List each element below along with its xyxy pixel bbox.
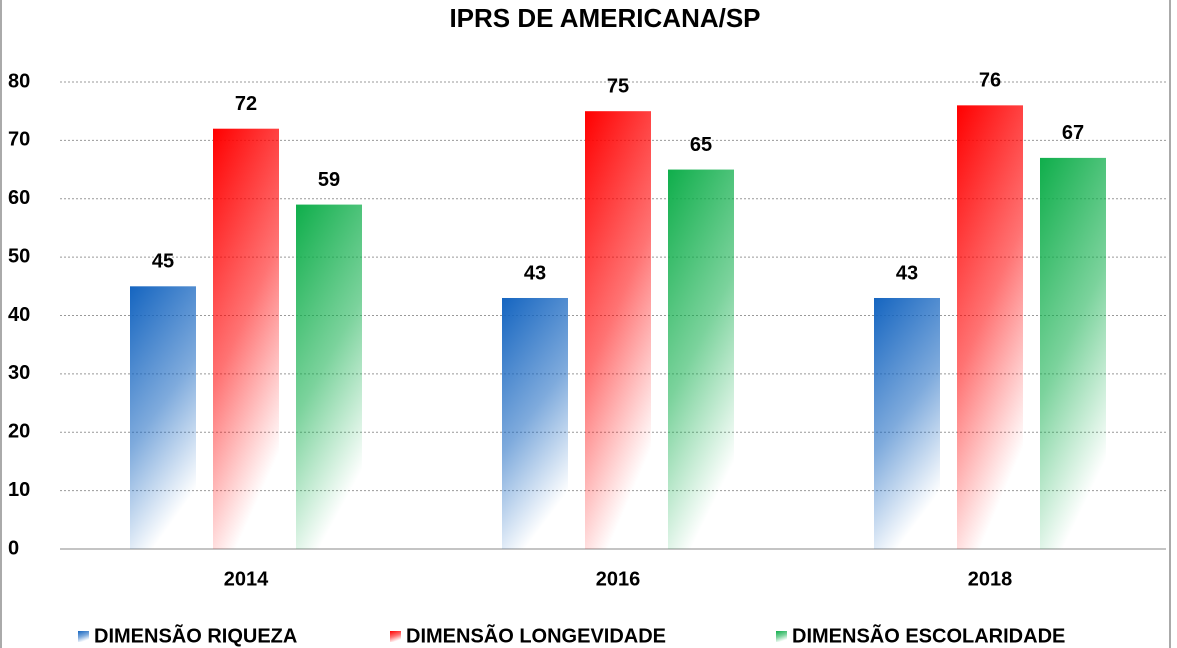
- legend-label: DIMENSÃO RIQUEZA: [94, 624, 297, 647]
- y-tick-label: 40: [8, 304, 30, 326]
- data-label: 43: [896, 262, 918, 284]
- y-tick-label: 50: [8, 245, 30, 267]
- bar: [957, 105, 1023, 549]
- data-label: 75: [607, 75, 629, 97]
- y-tick-label: 20: [8, 421, 30, 443]
- x-tick-label: 2018: [968, 568, 1013, 590]
- x-tick-label: 2014: [224, 568, 269, 590]
- legend-label: DIMENSÃO ESCOLARIDADE: [792, 624, 1065, 647]
- bar: [585, 111, 651, 549]
- legend-swatch: [776, 631, 787, 642]
- x-tick-label: 2016: [596, 568, 641, 590]
- y-tick-label: 80: [8, 70, 30, 92]
- data-label: 72: [235, 93, 257, 115]
- data-label: 45: [152, 251, 174, 273]
- data-label: 59: [318, 169, 340, 191]
- y-tick-label: 30: [8, 362, 30, 384]
- legend-swatch: [78, 631, 89, 642]
- y-tick-label: 10: [8, 479, 30, 501]
- legend-label: DIMENSÃO LONGEVIDADE: [406, 624, 666, 647]
- data-label: 76: [979, 70, 1001, 92]
- bar: [1040, 157, 1106, 549]
- chart-title: IPRS DE AMERICANA/SP: [449, 3, 760, 33]
- bar: [502, 297, 568, 549]
- bar: [213, 128, 279, 549]
- y-tick-label: 60: [8, 187, 30, 209]
- bar: [130, 286, 196, 549]
- y-tick-label: 70: [8, 129, 30, 151]
- y-tick-label: 0: [8, 537, 19, 559]
- bar: [296, 204, 362, 549]
- data-label: 43: [524, 262, 546, 284]
- legend-swatch: [390, 631, 401, 642]
- bar: [668, 169, 734, 549]
- data-label: 67: [1062, 122, 1084, 144]
- bar: [874, 297, 940, 549]
- data-label: 65: [690, 134, 712, 156]
